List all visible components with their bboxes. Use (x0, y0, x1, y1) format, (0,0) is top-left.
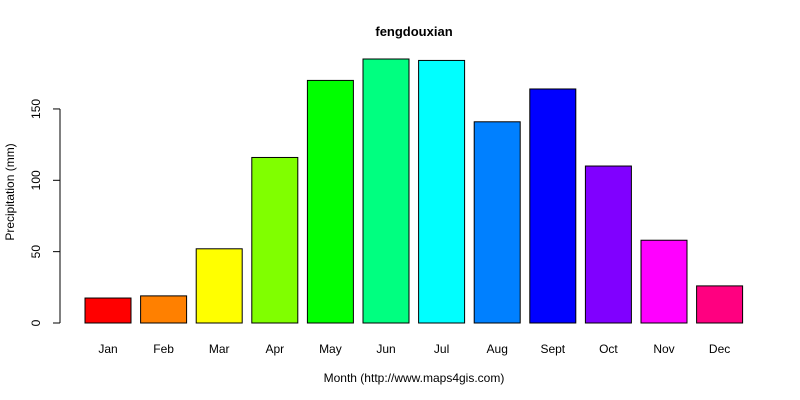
y-tick-label: 0 (29, 319, 43, 326)
bar-sept (529, 88, 577, 324)
x-tick-label: Mar (209, 342, 230, 356)
x-tick-label: Dec (709, 342, 730, 356)
x-tick-labels: Jan Feb Mar Apr May Jun Jul Aug Sept Oct Nov Dec (98, 342, 730, 356)
bar-aug (473, 121, 521, 324)
x-tick-label: Aug (487, 342, 508, 356)
y-tick-label: 150 (29, 99, 43, 119)
x-tick-label: Feb (153, 342, 174, 356)
bar-feb (140, 295, 188, 324)
y-axis: 0 50 100 150 (29, 99, 61, 326)
bar-oct (584, 165, 632, 324)
x-tick-label: Jan (98, 342, 117, 356)
x-tick-label: Jul (434, 342, 449, 356)
x-tick-label: Nov (653, 342, 674, 356)
bar-dec (696, 285, 744, 324)
x-tick-label: May (319, 342, 342, 356)
x-axis-label: Month (http://www.maps4gis.com) (324, 371, 505, 385)
x-tick-label: Apr (265, 342, 284, 356)
bar-may (306, 79, 354, 324)
bar-jun (362, 58, 410, 324)
x-tick-label: Oct (599, 342, 618, 356)
y-tick-label: 50 (29, 245, 43, 259)
y-tick-label: 100 (29, 170, 43, 190)
bar-apr (251, 156, 299, 324)
bar-mar (195, 248, 243, 324)
bar-nov (640, 239, 688, 324)
x-tick-label: Jun (376, 342, 395, 356)
chart-title: fengdouxian (375, 24, 452, 39)
y-axis-label: Precipitation (mm) (3, 143, 17, 240)
bar-jul (418, 59, 466, 324)
bars (84, 58, 744, 324)
bar-jan (84, 297, 132, 324)
x-tick-label: Sept (540, 342, 565, 356)
